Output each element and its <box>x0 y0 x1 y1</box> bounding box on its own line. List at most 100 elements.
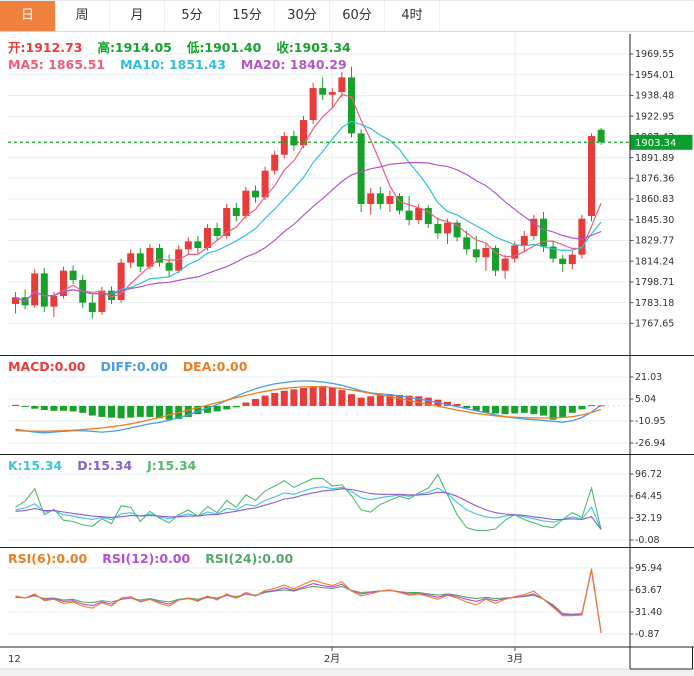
candle-body <box>280 136 288 155</box>
candle-body <box>252 190 259 198</box>
candle-body <box>290 136 298 146</box>
candle-body <box>50 295 58 307</box>
tab-day[interactable]: 日 <box>0 1 55 31</box>
x-axis-label: 3月 <box>507 653 523 665</box>
price-axis-label: 1922.95 <box>635 111 674 122</box>
candle-body <box>338 77 346 93</box>
tab-15min[interactable]: 15分 <box>220 1 275 31</box>
candle-body <box>31 273 39 306</box>
indicator-axis-label: -0.87 <box>635 629 660 640</box>
tab-60min[interactable]: 60分 <box>330 1 385 31</box>
candle-body <box>530 218 538 237</box>
price-axis-label: 1783.18 <box>635 298 674 309</box>
j-line <box>15 473 602 531</box>
candle-body <box>223 208 231 237</box>
price-axis-label: 1891.89 <box>635 153 674 164</box>
candle-body <box>386 196 394 205</box>
price-axis-label: 1767.65 <box>635 319 674 330</box>
frame-lines <box>0 34 694 670</box>
candle-body <box>40 273 48 307</box>
candle-body <box>12 297 19 304</box>
bottom-strip <box>0 669 694 676</box>
price-axis-label: 1954.01 <box>635 70 674 81</box>
price-axis-label: 1860.83 <box>635 194 674 205</box>
candle-body <box>60 270 67 296</box>
price-axis-label: 1969.55 <box>635 49 674 60</box>
price-axis-labels: 1969.551954.011938.481922.951907.421891.… <box>630 49 674 640</box>
candle-body <box>146 248 154 267</box>
current-price-badge: 1903.34 <box>630 134 693 150</box>
candle-body <box>578 218 586 255</box>
tab-4hour[interactable]: 4时 <box>385 1 440 31</box>
candle-body <box>559 258 567 264</box>
chart-area: 1969.551954.011938.481922.951907.421891.… <box>0 32 694 676</box>
candle-body <box>309 88 317 121</box>
current-price-value: 1903.34 <box>635 138 676 149</box>
candle-body <box>376 193 384 205</box>
candle-body <box>328 92 336 95</box>
indicator-axis-label: -26.94 <box>635 438 666 449</box>
candle-body <box>597 129 605 143</box>
candle-body <box>492 248 499 271</box>
rsi6-line <box>15 568 602 633</box>
price-axis-label: 1814.24 <box>635 256 674 267</box>
candle-body <box>482 248 490 258</box>
macd-histogram <box>12 385 605 420</box>
price-chart-svg[interactable]: 1969.551954.011938.481922.951907.421891.… <box>0 32 694 676</box>
price-axis-label: 1938.48 <box>635 91 674 102</box>
indicator-axis-label: 95.94 <box>635 563 662 574</box>
candle-body <box>396 196 403 211</box>
candle-body <box>204 228 211 249</box>
candle-body <box>424 208 432 225</box>
candle-body <box>549 246 557 259</box>
candle-body <box>434 224 442 234</box>
tab-30min[interactable]: 30分 <box>275 1 330 31</box>
candlestick-layer <box>12 66 605 319</box>
candle-body <box>588 136 595 217</box>
indicator-axis-label: 5.04 <box>635 394 656 405</box>
indicator-axis-label: 96.72 <box>635 469 662 480</box>
ma20-line <box>15 162 602 303</box>
ma5-line <box>15 93 602 303</box>
dea-line <box>15 386 602 432</box>
candle-body <box>117 262 125 300</box>
candle-body <box>463 237 471 250</box>
candle-body <box>271 154 279 171</box>
rsi24-line <box>15 569 602 634</box>
candle-body <box>348 77 355 134</box>
tab-5min[interactable]: 5分 <box>165 1 220 31</box>
tab-month[interactable]: 月 <box>110 1 165 31</box>
candle-body <box>98 290 106 312</box>
candle-body <box>319 88 327 95</box>
candle-body <box>405 210 413 221</box>
candle-body <box>357 133 365 205</box>
candle-body <box>540 218 547 247</box>
candle-body <box>232 208 240 217</box>
candle-body <box>261 170 269 198</box>
price-axis-label: 1798.71 <box>635 277 674 288</box>
x-axis-labels: 12 2月 3月 <box>8 647 523 665</box>
candle-body <box>69 270 77 280</box>
candle-body <box>568 254 576 264</box>
k-line <box>15 486 602 530</box>
grid-layer <box>8 32 630 647</box>
candle-body <box>300 120 307 146</box>
candle-body <box>213 228 221 237</box>
indicator-axis-label: 64.45 <box>635 491 662 502</box>
indicator-axis-label: 21.03 <box>635 372 662 383</box>
candle-body <box>511 245 519 259</box>
candle-body <box>108 290 115 300</box>
timeframe-tabs: 日周月 5分 15分 30分 60分 4时 <box>0 1 694 32</box>
candle-body <box>88 302 96 312</box>
candle-body <box>242 190 250 217</box>
candle-body <box>165 262 173 271</box>
price-axis-label: 1829.77 <box>635 236 674 247</box>
candle-body <box>367 193 375 205</box>
candle-body <box>127 253 135 263</box>
indicator-axis-label: 63.67 <box>635 585 662 596</box>
price-axis-label: 1876.36 <box>635 174 674 185</box>
tab-week[interactable]: 周 <box>55 1 110 31</box>
candle-body <box>194 241 202 249</box>
indicator-axis-label: 32.19 <box>635 513 662 524</box>
